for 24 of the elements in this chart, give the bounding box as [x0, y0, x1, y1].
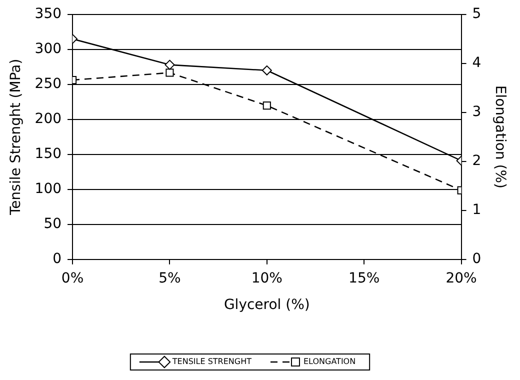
x-tick-label: 5%	[158, 270, 181, 286]
y2-tick-label: 2	[472, 153, 482, 170]
y2-tick-label: 1	[472, 202, 482, 218]
y2-tick-label: 3	[472, 104, 482, 120]
y-tick-label: 0	[52, 251, 62, 268]
y-tick-label: 150	[34, 146, 62, 162]
y-tick-label: 300	[34, 41, 62, 58]
legend-label: ELONGATION	[304, 357, 356, 366]
y2-tick-label: 0	[472, 251, 482, 268]
x-tick-label: 10%	[251, 270, 282, 286]
legend-label: TENSILE STRENGHT	[171, 357, 252, 366]
x-axis-title: Glycerol (%)	[224, 297, 310, 314]
y2-tick-label: 4	[472, 55, 482, 72]
y-tick-label: 350	[34, 6, 62, 22]
y-tick-label: 50	[44, 216, 62, 232]
y2-tick-label: 5	[472, 6, 482, 22]
x-tick-label: 0%	[61, 270, 84, 286]
y-tick-label: 200	[34, 111, 62, 128]
y2-axis-title: Elongation (%)	[492, 85, 508, 188]
y-tick-label: 250	[34, 76, 62, 92]
x-tick-label: 20%	[446, 270, 477, 286]
y-tick-label: 100	[34, 181, 62, 198]
y-axis-title: Tensile Strenght (MPa)	[8, 58, 24, 216]
x-tick-label: 15%	[348, 270, 380, 286]
